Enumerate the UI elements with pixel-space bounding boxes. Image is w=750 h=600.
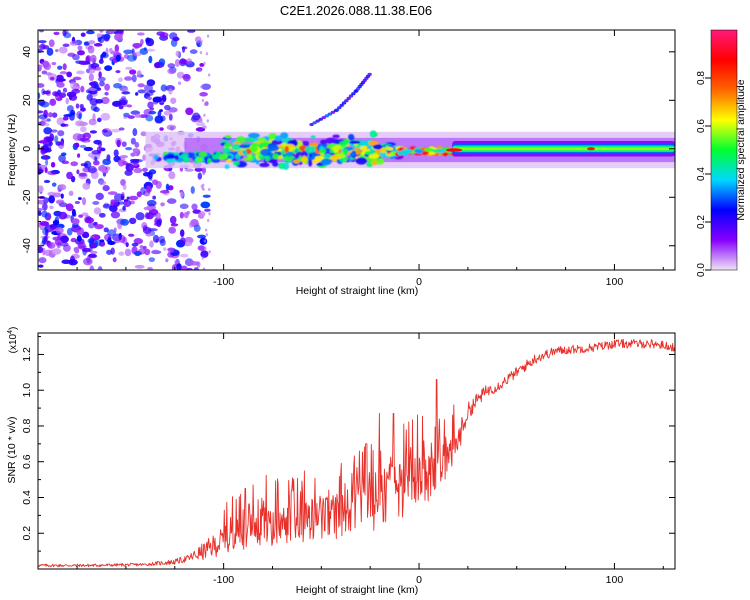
- spectrogram-ytick-label: -20: [21, 190, 33, 205]
- spectrogram-ytick-label: 0: [21, 146, 33, 152]
- snr-ytick-label: 0.8: [21, 419, 33, 434]
- snr-ytick-label: 0.6: [21, 454, 33, 469]
- figure-title: C2E1.2026.088.11.38.E06: [280, 3, 432, 18]
- snr-multiplier-text: (x10: [8, 333, 19, 353]
- snr-frame: [37, 332, 676, 570]
- spectrogram-panel: -100 0 100 -40 -20 0 20 40 Height of straight l…: [6, 29, 676, 297]
- spectrogram-ytick-label: 40: [21, 46, 33, 58]
- snr-axes: -100 0 100 0.2 0.4 0.6 0.8 1.0 1.2: [21, 333, 675, 586]
- svg-text:(x104): (x104): [7, 327, 19, 354]
- spectrogram-xtick-label: -100: [213, 276, 234, 288]
- snr-multiplier-exp: 4: [7, 330, 14, 334]
- snr-ytick-label: 1.2: [21, 347, 33, 362]
- colorbar-tick-label: 0.6: [696, 119, 707, 133]
- colorbar-tick-label: 0.4: [696, 167, 707, 181]
- spectrogram-xtick-label: 0: [416, 276, 422, 288]
- steady-band: [446, 141, 675, 157]
- colorbar-tick-label: 0.8: [696, 71, 707, 85]
- spectrogram-ytick-label: 20: [21, 94, 33, 106]
- colorbar-axes: 0.0 0.2 0.4 0.6 0.8: [696, 71, 711, 277]
- snr-ytick-label: 0.2: [21, 526, 33, 541]
- colorbar-tick-label: 0.0: [696, 263, 707, 277]
- snr-multiplier: (x104): [7, 327, 19, 354]
- snr-ytick-label: 0.4: [21, 490, 33, 505]
- spectrogram-xlabel: Height of straight line (km): [296, 285, 419, 297]
- snr-plot-area: [38, 333, 675, 569]
- colorbar-label: Normalized spectral amplitude: [735, 79, 747, 220]
- snr-xtick-label: -100: [213, 574, 234, 586]
- spectrogram-xtick-label: 100: [606, 276, 624, 288]
- colorbar-gradient: [710, 29, 738, 271]
- snr-series-line: [38, 338, 675, 568]
- snr-multiplier-close: ): [8, 327, 19, 330]
- chirp-arm: [309, 72, 372, 127]
- snr-xlabel: Height of straight line (km): [296, 584, 419, 596]
- snr-panel: -100 0 100 0.2 0.4 0.6 0.8 1.0 1.2 Height of str…: [6, 327, 676, 596]
- spectrogram-ytick-label: -40: [21, 238, 33, 253]
- colorbar: 0.0 0.2 0.4 0.6 0.8 Normalized spectral ampl…: [696, 29, 747, 277]
- snr-ylabel: SNR (10 * v/v): [6, 416, 18, 483]
- snr-xtick-label: 100: [606, 574, 624, 586]
- spectrogram-frame: [37, 29, 676, 271]
- snr-ytick-label: 1.0: [21, 383, 33, 398]
- spectrogram-axes: -100 0 100 -40 -20 0 20 40: [21, 30, 675, 288]
- spectrogram-ylabel: Frequency (Hz): [6, 114, 18, 186]
- colorbar-tick-label: 0.2: [696, 215, 707, 229]
- snr-xtick-label: 0: [416, 574, 422, 586]
- spectrogram-image: [38, 30, 675, 270]
